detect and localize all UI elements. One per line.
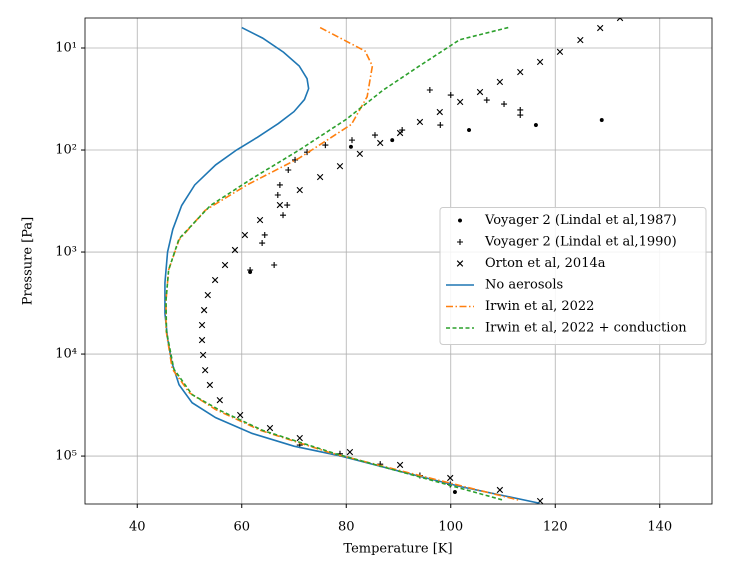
legend-label: Irwin et al, 2022 + conduction bbox=[485, 321, 687, 336]
x-axis-label: Temperature [K] bbox=[343, 542, 452, 557]
x-tick-label: 120 bbox=[543, 520, 568, 535]
marker bbox=[221, 261, 229, 269]
marker bbox=[276, 181, 283, 188]
marker bbox=[436, 108, 443, 116]
marker bbox=[371, 132, 378, 139]
marker bbox=[517, 106, 524, 113]
marker bbox=[247, 267, 254, 274]
marker bbox=[236, 411, 244, 419]
x-tick-label: 60 bbox=[233, 520, 250, 535]
marker bbox=[346, 448, 354, 456]
marker bbox=[274, 192, 281, 199]
legend-label: Voyager 2 (Lindal et al,1990) bbox=[484, 235, 677, 250]
marker bbox=[457, 218, 463, 223]
marker bbox=[266, 424, 274, 432]
x-tick-label: 100 bbox=[438, 520, 463, 535]
marker bbox=[616, 18, 624, 22]
marker bbox=[256, 216, 264, 224]
marker bbox=[396, 129, 404, 137]
y-tick-label: 10⁵ bbox=[55, 449, 77, 464]
axes-frame bbox=[84, 17, 713, 505]
legend-label: No aerosols bbox=[485, 278, 563, 293]
marker bbox=[356, 150, 364, 158]
marker bbox=[336, 162, 344, 170]
legend-label: Irwin et al, 2022 bbox=[485, 299, 594, 314]
ticks: 40 60 80 100 120 140 10¹ 10² 10³ 10⁴ 10⁵ bbox=[55, 41, 672, 535]
marker bbox=[348, 144, 354, 149]
marker bbox=[426, 86, 433, 93]
x-tick-label: 40 bbox=[129, 520, 146, 535]
marker bbox=[201, 367, 209, 374]
series-line bbox=[165, 26, 509, 501]
marker bbox=[517, 112, 524, 119]
plot-area bbox=[164, 18, 624, 504]
legend-label: Orton et al, 2014a bbox=[485, 256, 606, 271]
marker bbox=[452, 489, 457, 495]
marker bbox=[457, 239, 463, 245]
legend-box bbox=[439, 207, 707, 345]
marker bbox=[577, 36, 584, 44]
marker bbox=[231, 246, 239, 254]
marker bbox=[390, 138, 395, 143]
marker bbox=[399, 127, 406, 134]
y-tick-label: 10³ bbox=[55, 245, 77, 260]
marker bbox=[198, 336, 206, 344]
marker bbox=[533, 122, 538, 128]
marker bbox=[296, 434, 303, 442]
marker bbox=[200, 306, 208, 314]
marker bbox=[496, 486, 504, 494]
marker bbox=[456, 98, 464, 106]
marker bbox=[261, 231, 268, 238]
x-tick-label: 140 bbox=[647, 520, 672, 535]
grid bbox=[85, 18, 712, 504]
marker bbox=[216, 396, 223, 404]
marker bbox=[483, 97, 490, 104]
series-line bbox=[165, 26, 519, 501]
marker bbox=[206, 381, 214, 389]
marker bbox=[447, 474, 454, 482]
marker bbox=[599, 117, 604, 123]
marker bbox=[271, 262, 278, 269]
marker bbox=[447, 92, 454, 99]
marker bbox=[204, 291, 211, 299]
marker bbox=[285, 167, 292, 174]
marker bbox=[437, 122, 444, 129]
x-tick-label: 80 bbox=[338, 520, 355, 535]
marker bbox=[198, 321, 206, 329]
marker bbox=[276, 201, 284, 209]
marker bbox=[416, 118, 424, 126]
marker bbox=[501, 101, 508, 108]
y-axis-label: Pressure [Pa] bbox=[21, 217, 36, 305]
marker bbox=[377, 139, 384, 147]
y-tick-label: 10² bbox=[55, 143, 77, 158]
marker bbox=[284, 202, 291, 209]
marker bbox=[296, 186, 303, 194]
marker bbox=[596, 24, 604, 32]
y-tick-label: 10⁴ bbox=[55, 347, 77, 362]
marker bbox=[241, 231, 249, 239]
marker bbox=[211, 276, 219, 284]
marker bbox=[456, 260, 464, 267]
marker bbox=[536, 58, 544, 66]
series-line bbox=[164, 26, 540, 504]
marker bbox=[496, 78, 504, 86]
marker bbox=[280, 212, 287, 219]
marker bbox=[348, 137, 355, 144]
legend-label: Voyager 2 (Lindal et al,1987) bbox=[484, 213, 677, 228]
marker bbox=[517, 68, 524, 76]
marker bbox=[322, 142, 329, 149]
y-tick-label: 10¹ bbox=[55, 41, 77, 56]
marker bbox=[316, 173, 324, 181]
marker bbox=[199, 351, 207, 359]
marker bbox=[476, 88, 484, 96]
marker bbox=[396, 461, 404, 469]
marker bbox=[466, 128, 472, 133]
marker bbox=[556, 48, 564, 56]
legend: Voyager 2 (Lindal et al,1987) Voyager 2 (… bbox=[439, 207, 707, 345]
marker bbox=[259, 240, 266, 247]
